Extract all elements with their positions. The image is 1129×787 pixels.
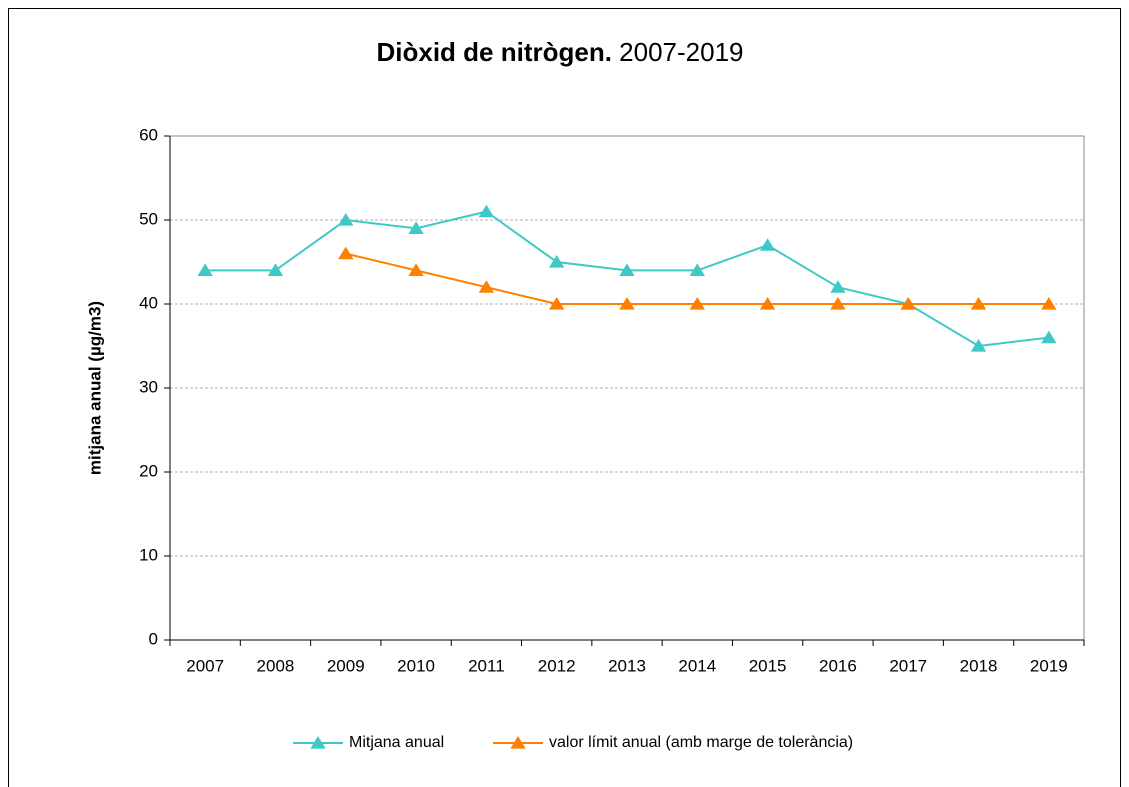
marker: [1041, 330, 1057, 344]
y-tick-label: 50: [139, 209, 158, 228]
marker: [900, 297, 916, 310]
marker: [830, 297, 846, 310]
marker: [408, 221, 424, 234]
x-tick-label: 2018: [960, 656, 998, 675]
title-years: 2007-2019: [619, 37, 743, 67]
y-tick-label: 60: [139, 125, 158, 144]
x-tick-label: 2013: [608, 656, 646, 675]
y-tick-label: 30: [139, 377, 158, 396]
marker: [267, 263, 284, 276]
marker: [759, 297, 776, 310]
series-line: [205, 210, 1049, 348]
marker: [338, 213, 354, 226]
marker: [478, 280, 495, 293]
legend-label: Mitjana anual: [349, 734, 444, 751]
legend-label: valor límit anual (amb marge de tolerànc…: [549, 734, 853, 751]
marker: [619, 297, 635, 310]
legend-marker: [310, 736, 326, 749]
marker: [619, 263, 635, 276]
y-tick-label: 10: [139, 545, 158, 564]
frame: [8, 8, 1121, 787]
marker: [548, 297, 565, 310]
marker: [338, 246, 354, 260]
x-tick-label: 2010: [397, 656, 435, 675]
legend-marker: [510, 736, 526, 749]
x-tick-label: 2011: [468, 656, 505, 675]
marker: [759, 238, 776, 251]
y-tick-label: 0: [149, 629, 158, 648]
x-tick-label: 2016: [819, 656, 857, 675]
y-axis-label: mitjana anual (µg/m3): [85, 301, 104, 475]
x-tick-label: 2017: [889, 656, 927, 675]
marker: [689, 263, 706, 276]
y-tick-label: 40: [139, 293, 158, 312]
title-bold: Diòxid de nitrògen.: [376, 37, 611, 67]
marker: [408, 263, 424, 276]
x-tick-label: 2008: [257, 656, 295, 675]
series-line: [345, 252, 1049, 305]
x-tick-label: 2019: [1030, 656, 1068, 675]
y-tick-label: 20: [139, 461, 158, 480]
marker: [970, 339, 987, 352]
x-tick-label: 2015: [749, 656, 787, 675]
marker: [830, 280, 846, 293]
marker: [970, 297, 987, 310]
marker: [478, 204, 495, 218]
x-tick-label: 2014: [678, 656, 716, 675]
x-tick-label: 2009: [327, 656, 365, 675]
x-tick-label: 2012: [538, 656, 576, 675]
chart-title: Diòxid de nitrògen. 2007-2019: [376, 37, 743, 67]
marker: [1041, 297, 1057, 310]
marker: [197, 263, 213, 276]
marker: [548, 255, 565, 268]
x-tick-label: 2007: [186, 656, 224, 675]
marker: [689, 297, 706, 310]
